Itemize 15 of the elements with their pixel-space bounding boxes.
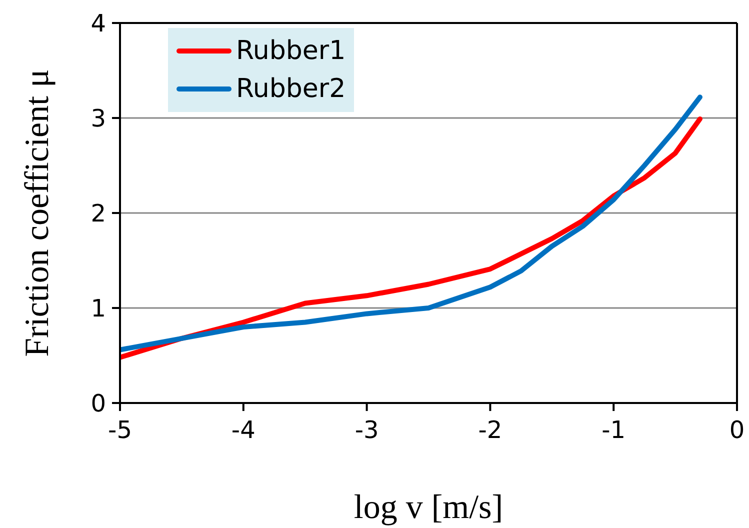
x-tick-label: -5: [108, 416, 132, 444]
y-axis-title: Friction coefficient μ: [19, 69, 56, 357]
x-tick-label: -2: [478, 416, 502, 444]
y-tick-label: 1: [90, 294, 106, 323]
y-tick-label: 3: [90, 104, 106, 133]
y-tick-label: 2: [90, 200, 106, 228]
x-tick-label: -4: [231, 416, 256, 444]
y-tick-label: 0: [90, 390, 106, 418]
x-axis-title: log v [m/s]: [354, 489, 504, 526]
x-tick-label: -1: [602, 416, 626, 444]
x-tick-label: -3: [354, 416, 379, 444]
legend-label: Rubber1: [236, 35, 346, 68]
legend-label: Rubber2: [236, 73, 346, 106]
x-tick-label: 0: [729, 416, 745, 444]
y-tick-label: 4: [90, 10, 106, 38]
